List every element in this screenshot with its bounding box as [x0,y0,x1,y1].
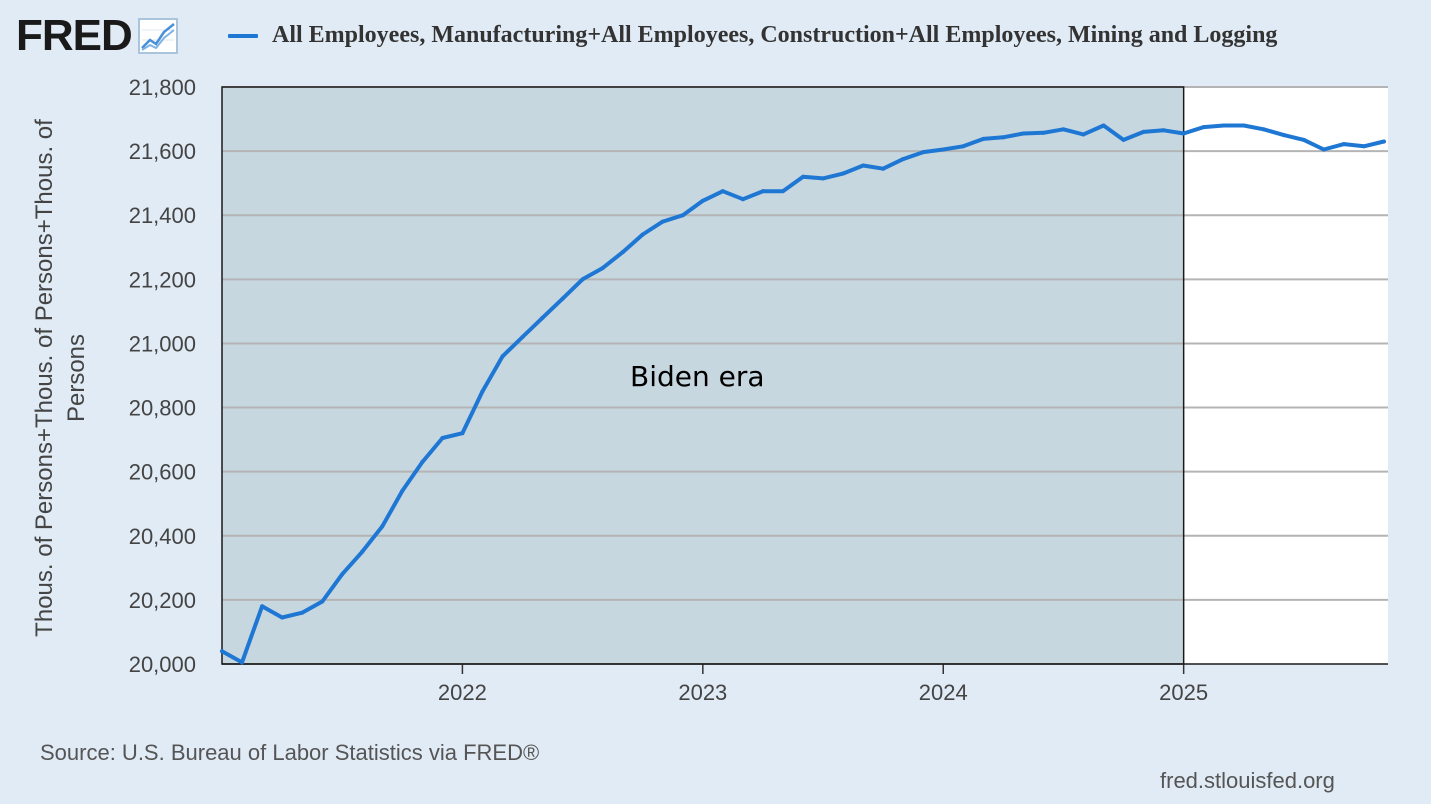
data-point [740,197,745,202]
data-point [921,150,926,155]
data-point [1361,144,1366,149]
data-point [280,615,285,620]
site-link[interactable]: fred.stlouisfed.org [1160,768,1335,793]
data-point [1021,131,1026,136]
data-point [220,649,224,654]
data-point [360,549,365,554]
data-point [840,171,845,176]
data-point [1201,125,1206,130]
source-note: Source: U.S. Bureau of Labor Statistics … [40,740,540,765]
shaded-region-border [221,86,1185,665]
data-point [600,266,605,271]
gridlines [222,86,1388,665]
data-point [1061,127,1066,132]
data-point [680,213,685,218]
y-axis-ticks: 20,000 20,200 20,400 20,600 20,800 21,000 21,2… [129,75,196,677]
data-point [901,157,906,162]
data-point [480,389,485,394]
data-point [1221,123,1226,128]
data-point [780,189,785,194]
data-point [1301,137,1306,142]
line-graph-icon [137,18,178,54]
data-point [540,315,545,320]
y-tick-label: 21,200 [129,267,196,292]
data-point [640,232,645,237]
data-point [720,189,725,194]
data-point [440,436,445,441]
data-point [801,174,806,179]
y-tick-label: 20,600 [129,460,196,485]
x-tick-label: 2025 [1159,680,1208,705]
data-point [260,604,265,609]
shaded-region-biden-era [222,87,1184,664]
data-point [660,219,665,224]
data-point [580,277,585,282]
series-points [220,123,1386,665]
data-point [881,166,886,171]
data-point [340,572,345,577]
y-tick-label: 21,400 [129,203,196,228]
data-point [380,524,385,529]
data-point [1321,147,1326,152]
y-axis-label-line-1: Thous. of Persons+Thous. of Persons+Thou… [31,119,58,637]
data-point [981,136,986,141]
fred-wordmark: FRED [16,11,133,60]
legend: All Employees, Manufacturing+All Employe… [228,22,1277,49]
y-axis-label-line-2: Persons [63,334,90,422]
data-point [1081,132,1086,137]
data-point [520,335,525,340]
data-point [620,250,625,255]
data-point [560,296,565,301]
data-point [1141,129,1146,134]
data-point [941,147,946,152]
data-point [821,176,826,181]
legend-label: All Employees, Manufacturing+All Employe… [272,22,1278,48]
data-point [400,488,405,493]
data-point [1261,127,1266,132]
y-tick-label: 21,000 [129,331,196,356]
data-point [861,163,866,168]
data-point [460,431,465,436]
shaded-region-label: Biden era [630,360,765,393]
data-point [420,460,425,465]
y-tick-label: 20,400 [129,524,196,549]
data-point [1381,139,1386,144]
x-tick-label: 2022 [438,680,487,705]
y-tick-label: 21,600 [129,139,196,164]
data-point [300,610,305,615]
x-tick-label: 2024 [919,680,968,705]
y-tick-label: 20,200 [129,588,196,613]
y-tick-label: 20,000 [129,652,196,677]
data-point [700,198,705,203]
data-point [1101,123,1106,128]
y-tick-label: 21,800 [129,75,196,100]
legend-swatch [228,33,258,38]
y-tick-label: 20,800 [129,396,196,421]
data-point [1121,137,1126,142]
data-point [239,660,244,665]
data-point [1041,130,1046,135]
data-point [1001,135,1006,140]
x-tick-label: 2023 [678,680,727,705]
data-point [500,354,505,359]
data-point [1342,142,1347,147]
data-point [1241,123,1246,128]
data-point [1281,133,1286,138]
data-point [1161,128,1166,133]
fred-logo[interactable]: FRED [16,12,178,60]
data-point [320,599,325,604]
data-point [760,189,765,194]
data-point [1181,131,1186,136]
x-axis-ticks: 2022 2023 2024 2025 [438,664,1208,705]
data-point [961,144,966,149]
